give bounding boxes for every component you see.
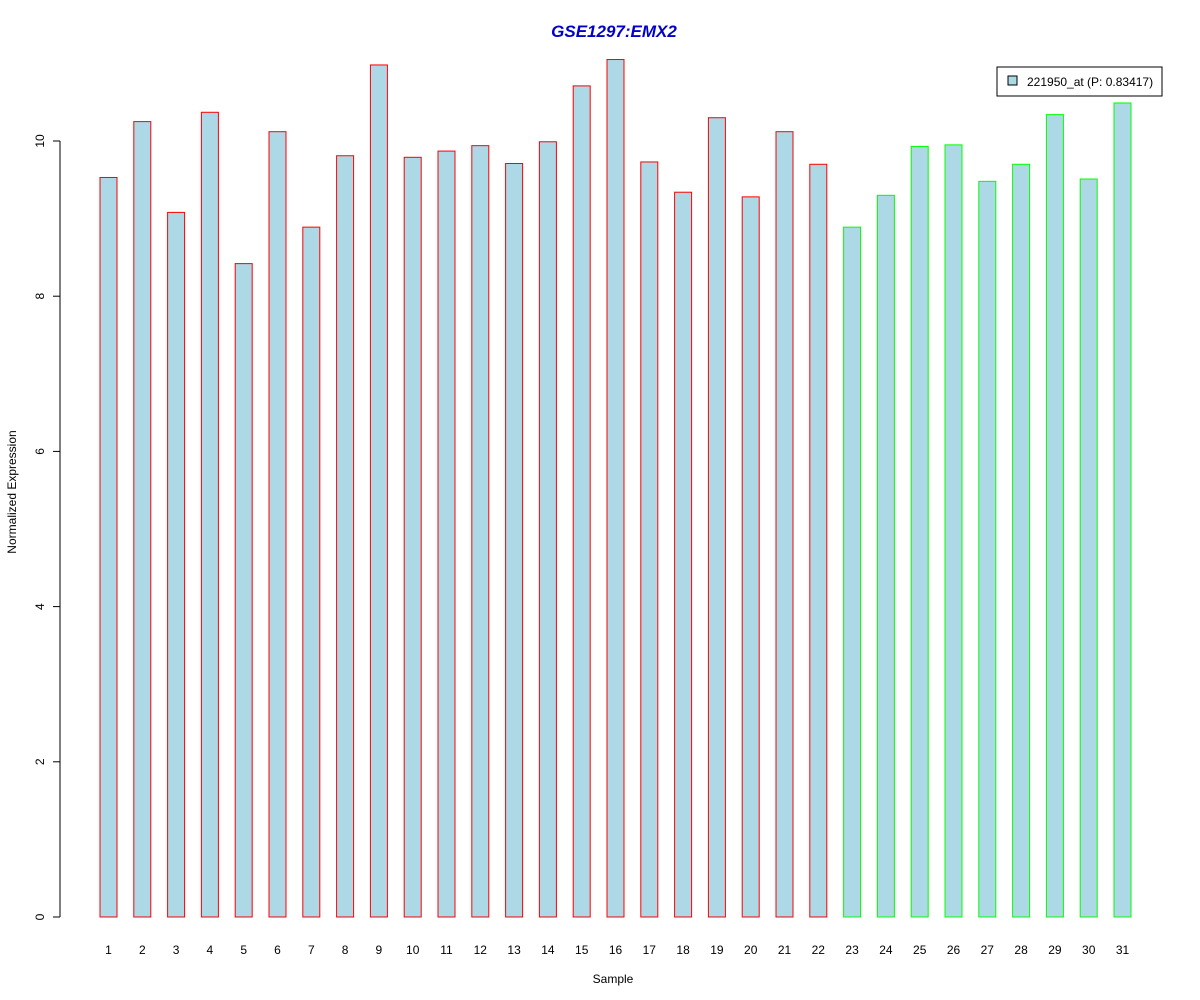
x-tick-label: 9 (376, 943, 383, 957)
y-axis: 0 2 4 6 8 10 (33, 134, 61, 920)
bar-sample-15 (572, 85, 591, 918)
x-tick-label: 17 (643, 943, 657, 957)
x-tick-label: 5 (240, 943, 247, 957)
bar-sample-20 (741, 196, 760, 918)
legend-swatch (1007, 75, 1018, 86)
bar-sample-17 (640, 161, 659, 918)
legend-box (996, 66, 1163, 97)
x-tick-label: 23 (845, 943, 859, 957)
x-axis-label: Sample (593, 972, 634, 986)
x-tick-label: 19 (710, 943, 724, 957)
x-tick-label: 21 (778, 943, 792, 957)
x-tick-label: 16 (609, 943, 623, 957)
x-tick-label: 25 (913, 943, 927, 957)
bar-sample-13 (505, 163, 524, 918)
bar-sample-6 (268, 131, 287, 918)
x-tick-label: 30 (1082, 943, 1096, 957)
bar-sample-28 (1012, 163, 1031, 918)
x-tick-label: 14 (541, 943, 555, 957)
y-tick-label: 6 (33, 448, 47, 455)
x-tick-label: 12 (474, 943, 488, 957)
bar-sample-26 (944, 144, 963, 918)
bars (99, 59, 1132, 918)
bar-sample-1 (99, 176, 118, 918)
x-tick-label: 3 (173, 943, 180, 957)
legend: 221950_at (P: 0.83417) (996, 66, 1163, 97)
x-tick-label: 7 (308, 943, 315, 957)
x-axis-labels: 1 2 3 4 5 6 7 8 9 10 11 12 13 14 15 16 17 18 19 20 21 22 23 24 2… (105, 943, 1129, 957)
x-tick-label: 10 (406, 943, 420, 957)
x-tick-label: 6 (274, 943, 281, 957)
bar-sample-2 (133, 121, 152, 918)
x-tick-label: 24 (879, 943, 893, 957)
x-tick-label: 13 (507, 943, 521, 957)
bar-sample-9 (369, 64, 388, 918)
bar-sample-5 (234, 263, 253, 918)
bar-sample-24 (876, 194, 895, 918)
y-tick-label: 10 (33, 134, 47, 148)
bar-sample-11 (437, 150, 456, 918)
bar-sample-10 (403, 156, 422, 918)
x-tick-label: 22 (812, 943, 826, 957)
y-tick-label: 4 (33, 603, 47, 610)
y-tick-label: 2 (33, 758, 47, 765)
bar-sample-29 (1045, 114, 1064, 918)
x-tick-label: 2 (139, 943, 146, 957)
x-tick-label: 28 (1014, 943, 1028, 957)
y-tick-label: 8 (33, 293, 47, 300)
bar-sample-12 (471, 145, 490, 918)
x-tick-label: 27 (981, 943, 995, 957)
bar-sample-30 (1079, 178, 1098, 918)
x-tick-label: 29 (1048, 943, 1062, 957)
bar-sample-8 (336, 155, 355, 918)
bar-sample-21 (775, 131, 794, 918)
bar-sample-4 (200, 111, 219, 918)
y-axis-label: Normalized Expression (5, 430, 19, 553)
bar-sample-3 (167, 211, 186, 918)
x-tick-label: 15 (575, 943, 589, 957)
x-tick-label: 8 (342, 943, 349, 957)
bar-sample-25 (910, 145, 929, 918)
bar-sample-19 (707, 117, 726, 918)
x-tick-label: 4 (207, 943, 214, 957)
bar-sample-18 (674, 191, 693, 918)
x-tick-label: 26 (947, 943, 961, 957)
bar-sample-16 (606, 59, 625, 918)
bar-sample-27 (978, 180, 997, 918)
bar-sample-14 (538, 141, 557, 918)
bar-sample-7 (302, 226, 321, 918)
bar-sample-22 (809, 163, 828, 918)
bar-sample-23 (843, 226, 862, 918)
x-tick-label: 11 (440, 943, 453, 957)
x-tick-label: 18 (676, 943, 690, 957)
x-tick-label: 1 (105, 943, 112, 957)
x-tick-label: 20 (744, 943, 758, 957)
bar-sample-31 (1113, 102, 1132, 918)
x-tick-label: 31 (1116, 943, 1130, 957)
y-tick-label: 0 (33, 913, 47, 920)
chart-title: GSE1297:EMX2 (551, 22, 677, 41)
legend-label: 221950_at (P: 0.83417) (1027, 75, 1153, 89)
